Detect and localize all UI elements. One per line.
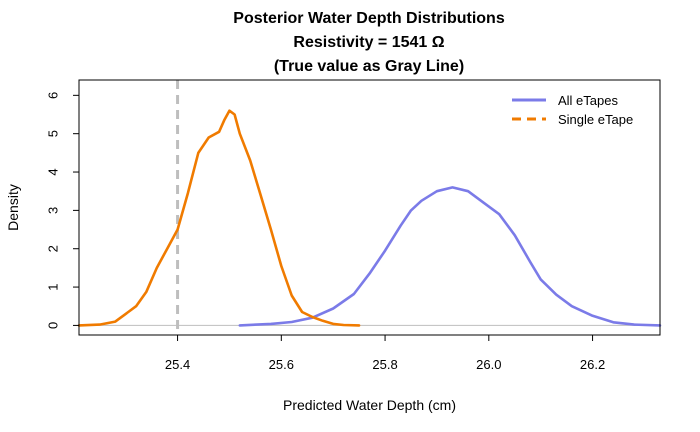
legend: All eTapes Single eTape — [512, 93, 633, 127]
y-axis-label: Density — [5, 184, 21, 231]
y-tick-label: 5 — [46, 130, 61, 137]
x-tick-label: 25.4 — [165, 357, 190, 372]
y-tick-label: 4 — [46, 168, 61, 175]
y-tick-label: 0 — [46, 322, 61, 329]
x-tick-label: 26.2 — [580, 357, 605, 372]
series-line-2 — [77, 109, 361, 327]
chart-title-line-1: Posterior Water Depth Distributions — [233, 10, 505, 27]
x-axis-label: Predicted Water Depth (cm) — [283, 397, 456, 413]
x-tick-label: 26.0 — [476, 357, 501, 372]
x-tick-label: 25.8 — [372, 357, 397, 372]
y-tick-label: 1 — [46, 283, 61, 290]
legend-label-2: Single eTape — [558, 112, 633, 127]
chart-title-line-2: Resistivity = 1541 Ω — [293, 34, 444, 51]
chart-title-line-3: (True value as Gray Line) — [274, 58, 464, 75]
legend-label-1: All eTapes — [558, 93, 618, 108]
y-tick-label: 3 — [46, 207, 61, 214]
x-axis: 25.4 25.6 25.8 26.0 26.2 — [165, 334, 605, 372]
x-tick-label: 25.6 — [269, 357, 294, 372]
chart-title: Posterior Water Depth Distributions Resi… — [233, 10, 505, 75]
y-tick-label: 2 — [46, 245, 61, 252]
series-line-1 — [238, 186, 662, 327]
y-axis: 0 1 2 3 4 5 6 — [46, 92, 80, 329]
y-tick-label: 6 — [46, 92, 61, 99]
